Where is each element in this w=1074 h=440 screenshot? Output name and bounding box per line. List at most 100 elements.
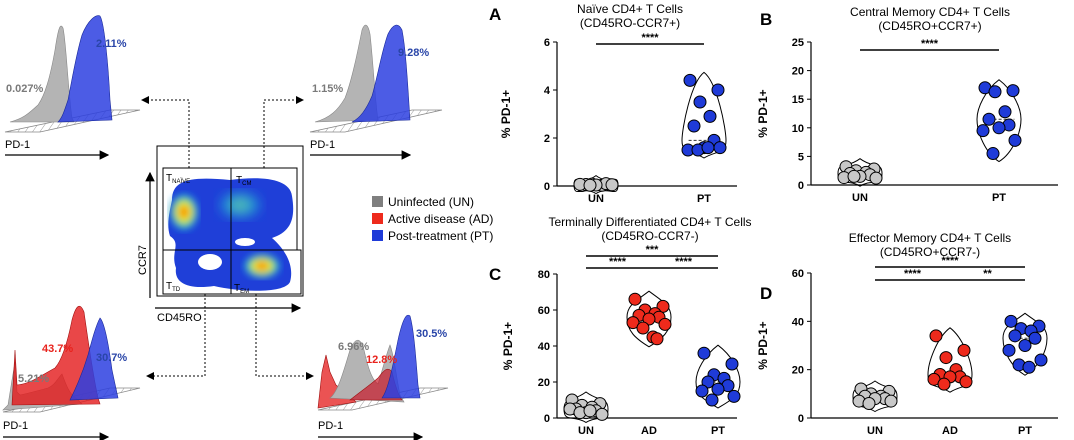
- gate-cm-label: TCM: [236, 175, 251, 187]
- violin-pt: [1002, 312, 1048, 376]
- y-tick-label: 20: [538, 377, 550, 389]
- hist-cm-axis: PD-1: [310, 139, 335, 151]
- point-pt: [697, 346, 711, 360]
- histogram-em: 6.96% 12.8% 30.5% PD-1: [317, 314, 449, 440]
- point-un: [595, 407, 609, 421]
- point-pt: [725, 357, 739, 371]
- point-ad: [650, 332, 664, 346]
- x-tick-label: UN: [578, 425, 594, 437]
- significance-label: **: [983, 268, 992, 280]
- histogram-naive: 0.027% 2.11% PD-1: [4, 15, 141, 160]
- panel-letter: C: [489, 265, 501, 284]
- y-tick-label: 25: [792, 37, 804, 49]
- significance-label: ****: [921, 38, 939, 50]
- point-ad: [658, 317, 672, 331]
- x-tick-label: UN: [588, 193, 604, 205]
- panel-a: A Naïve CD4+ T Cells(CD45RO-CCR7+) 0 2 4 6 % P…: [489, 2, 737, 205]
- hist-td-axis: PD-1: [3, 420, 28, 432]
- hist-em-pt-pct: 30.5%: [416, 328, 447, 340]
- panel-letter: B: [760, 10, 772, 29]
- y-tick-label: 20: [792, 365, 804, 377]
- point-pt: [711, 382, 725, 396]
- histogram-td: 43.7% 30.7% 5.21% PD-1: [2, 305, 141, 440]
- legend-swatch-un: [372, 196, 383, 207]
- legend-swatch-pt: [372, 230, 383, 241]
- hist-cm-un-pct: 1.15%: [312, 83, 343, 95]
- hist-naive-un-pct: 0.027%: [6, 83, 44, 95]
- point-pt: [1008, 133, 1022, 147]
- point-ad: [628, 292, 642, 306]
- chart-title: Naïve CD4+ T Cells: [577, 2, 683, 16]
- point-un: [583, 404, 597, 418]
- x-tick-label: PT: [1018, 425, 1032, 437]
- point-pt: [703, 109, 717, 123]
- panel-letter: D: [760, 284, 772, 303]
- y-tick-label: 60: [792, 268, 804, 280]
- point-pt: [1022, 360, 1036, 374]
- gate-naive-label: TNAÏVE: [166, 173, 190, 185]
- significance-label: ****: [941, 255, 959, 267]
- panel-b: B Central Memory CD4+ T Cells(CD45RO+CCR7…: [756, 5, 1058, 204]
- legend-swatch-ad: [372, 213, 383, 224]
- y-tick-label: 5: [798, 151, 804, 163]
- point-pt: [713, 141, 727, 155]
- point-pt: [1002, 343, 1016, 357]
- significance-label: ****: [609, 256, 627, 268]
- chart-title: Terminally Differentiated CD4+ T Cells: [548, 215, 751, 229]
- y-tick-label: 80: [538, 269, 550, 281]
- hist-naive-axis: PD-1: [5, 139, 30, 151]
- point-pt: [1004, 314, 1018, 328]
- x-tick-label: AD: [641, 425, 657, 437]
- panel-c: C Terminally Differentiated CD4+ T Cells(…: [489, 215, 752, 437]
- point-ad: [929, 329, 943, 343]
- violin-ad: [927, 327, 973, 393]
- hist-td-pt: [69, 317, 119, 401]
- violin-pt: [976, 79, 1022, 163]
- point-ad: [636, 321, 650, 335]
- hist-cm-un: [314, 24, 379, 123]
- point-ad: [939, 351, 953, 365]
- y-axis-label: % PD-1+: [756, 321, 770, 369]
- point-pt: [1028, 331, 1042, 345]
- point-pt: [693, 95, 707, 109]
- legend-label-un: Uninfected (UN): [388, 195, 474, 209]
- hist-em-axis: PD-1: [318, 420, 343, 432]
- connector-naive: [141, 96, 190, 168]
- point-pt: [1006, 84, 1020, 98]
- y-tick-label: 2: [544, 133, 550, 145]
- y-axis-label: % PD-1+: [501, 322, 515, 370]
- y-tick-label: 0: [798, 180, 804, 192]
- hist-naive-un: [9, 25, 75, 123]
- y-tick-label: 40: [538, 341, 550, 353]
- x-tick-label: PT: [711, 425, 725, 437]
- y-tick-label: 15: [792, 94, 804, 106]
- chart-subtitle: (CD45RO-CCR7+): [580, 16, 680, 30]
- cd45ro-axis-label: CD45RO: [157, 312, 202, 324]
- x-tick-label: PT: [992, 192, 1006, 204]
- point-un: [869, 171, 883, 185]
- violin-pt: [681, 71, 727, 159]
- y-tick-label: 60: [538, 305, 550, 317]
- chart-subtitle: (CD45RO+CCR7+): [878, 19, 981, 33]
- y-tick-label: 40: [792, 316, 804, 328]
- connector-td: [146, 294, 206, 380]
- chart-title: Effector Memory CD4+ T Cells: [849, 231, 1011, 245]
- chart-title: Central Memory CD4+ T Cells: [850, 5, 1010, 19]
- point-ad: [959, 375, 973, 389]
- panel-letter: A: [489, 5, 501, 24]
- hist-td-un-pct: 5.21%: [18, 373, 49, 385]
- hist-td-ad-pct: 43.7%: [42, 343, 73, 355]
- chart-subtitle: (CD45RO-CCR7-): [601, 229, 698, 243]
- y-tick-label: 0: [798, 413, 804, 425]
- point-pt: [695, 384, 709, 398]
- significance-label: ***: [646, 244, 660, 256]
- point-pt: [988, 85, 1002, 99]
- gate-em: [230, 249, 302, 295]
- point-un: [605, 178, 619, 192]
- point-pt: [705, 393, 719, 407]
- legend-label-ad: Active disease (AD): [388, 212, 493, 226]
- violin-pt: [695, 344, 741, 409]
- hist-cm-pt-pct: 9.28%: [398, 47, 429, 59]
- hist-cm-pt: [351, 24, 411, 123]
- y-tick-label: 6: [544, 37, 550, 49]
